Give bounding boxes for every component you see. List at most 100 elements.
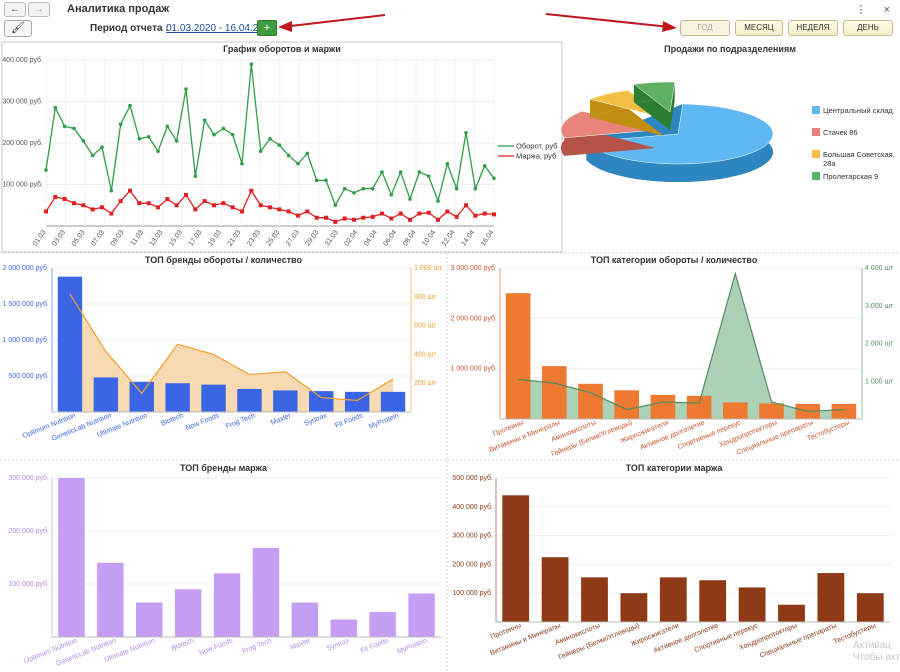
bar-xtick: Fit Foods (360, 637, 390, 655)
turnover-point (118, 122, 123, 127)
bar (541, 557, 569, 622)
bar-xtick: Maxler (289, 637, 312, 652)
bar-y2tick: 200 шт (414, 380, 437, 387)
margin-point (286, 209, 291, 214)
turnover-point (109, 188, 114, 193)
bar (578, 383, 603, 419)
categories-margin-title: ТОП категории маржа (625, 463, 723, 473)
turnover-point (221, 126, 226, 131)
bar-series2-line (69, 293, 394, 402)
turnover-xtick: 01.03 (32, 229, 48, 247)
bar (369, 612, 396, 637)
apply-period-button[interactable]: + (257, 20, 277, 36)
bar-xtick: Now Foods (198, 637, 234, 657)
page-title: Аналитика продаж (67, 3, 170, 15)
bar-y2tick: 1 000 шт (865, 378, 894, 385)
turnover-point (370, 186, 375, 191)
turnover-point (417, 170, 422, 174)
turnover-point (174, 139, 179, 143)
week-button[interactable]: НЕДЕЛЯ (788, 20, 838, 36)
turnover-xtick: 27.03 (285, 229, 301, 247)
margin-point (258, 203, 263, 208)
turnover-chart-title: График оборотов и маржи (223, 44, 341, 54)
bar-xtick: GeneticLab Nutrition (51, 412, 113, 442)
turnover-point (53, 105, 58, 110)
bar-y2tick: 2 000 шт (865, 341, 894, 348)
bar (614, 390, 640, 419)
bar-xtick: Biotech (171, 637, 195, 652)
turnover-point (436, 199, 440, 203)
pie-legend-label: 28а (823, 159, 836, 168)
bar-xtick: MyProtein (396, 637, 428, 655)
turnover-point (314, 178, 319, 183)
bar-xtick: Активное долголетие (653, 622, 720, 654)
pie-slice (633, 81, 676, 113)
margin-point (118, 199, 123, 204)
margin-point (165, 197, 170, 202)
turnover-point (333, 203, 338, 208)
pie-legend-swatch (812, 128, 820, 136)
turnover-point (72, 126, 76, 131)
turnover-point (324, 178, 328, 183)
bar-xtick: Syntrax (326, 637, 351, 653)
turnover-point (240, 161, 244, 166)
bar (408, 593, 435, 637)
pie-chart-title: Продажи по подразделениям (664, 44, 796, 54)
bar (237, 388, 262, 412)
arrow-line-right (545, 13, 671, 28)
brush-button[interactable]: 🖌 (4, 20, 32, 37)
turnover-point (146, 134, 151, 139)
year-button[interactable]: ГОД (680, 20, 730, 36)
turnover-xtick: 12.04 (441, 229, 457, 247)
turnover-xtick: 13.03 (149, 229, 165, 247)
bar (581, 577, 608, 622)
margin-point (44, 209, 48, 214)
turnover-xtick: 29.03 (305, 229, 321, 247)
turnover-xtick: 15.03 (168, 229, 184, 247)
brands-chart: 2 000 000 руб. 1 500 000 руб. 1 000 000 ру… (3, 264, 444, 443)
turnover-point (277, 143, 282, 147)
bar-xtick: Специальные препараты (759, 622, 838, 659)
bar-ytick: 1 500 000 руб. (3, 300, 49, 308)
forward-button[interactable]: → (28, 2, 50, 17)
margin-point (361, 215, 366, 220)
bar-y2tick: 800 шт (414, 294, 437, 301)
turnover-point (202, 118, 207, 122)
margin-point (137, 201, 142, 206)
turnover-point (305, 151, 310, 156)
turnover-point (184, 87, 188, 91)
pie-legend-label: Центральный склад (823, 106, 893, 115)
day-button[interactable]: ДЕНЬ (843, 20, 893, 36)
arrow-right-icon: → (34, 4, 44, 15)
turnover-point (464, 130, 468, 135)
month-button[interactable]: МЕСЯЦ (735, 20, 783, 36)
margin-point (305, 209, 310, 214)
bar (505, 293, 531, 419)
bar-xtick: Biotech (160, 412, 184, 427)
margin-point (230, 205, 235, 210)
turnover-point (286, 153, 291, 158)
margin-point (324, 215, 328, 220)
brands-margin-title: ТОП бренды маржа (179, 463, 268, 473)
period-link[interactable]: 01.03.2020 - 16.04.2020 (166, 23, 275, 34)
turnover-point (426, 174, 431, 178)
close-icon[interactable]: × (883, 4, 890, 16)
more-vertical-icon[interactable]: ⋮ (855, 4, 867, 16)
pie-legend-label: Стачек 86 (823, 128, 858, 137)
pie-slice (560, 110, 657, 139)
bar (722, 402, 748, 419)
bar-xtick: Frog Tech (225, 412, 256, 430)
brands-chart-title: ТОП бренды обороты / количество (145, 255, 302, 265)
turnover-point (398, 170, 403, 174)
bar-xtick: Витамины и Минералы (489, 622, 562, 657)
margin-point (445, 209, 450, 214)
bar (330, 619, 357, 637)
back-button[interactable]: ← (4, 2, 26, 17)
bar-xtick: Maxler (270, 412, 293, 427)
turnover-xtick: 05.03 (71, 229, 87, 247)
arrow-left-icon: ← (10, 4, 20, 15)
bar-y2tick: 600 шт (414, 323, 437, 330)
turnover-point (90, 153, 95, 158)
bar (213, 573, 241, 637)
turnover-point (230, 132, 235, 137)
